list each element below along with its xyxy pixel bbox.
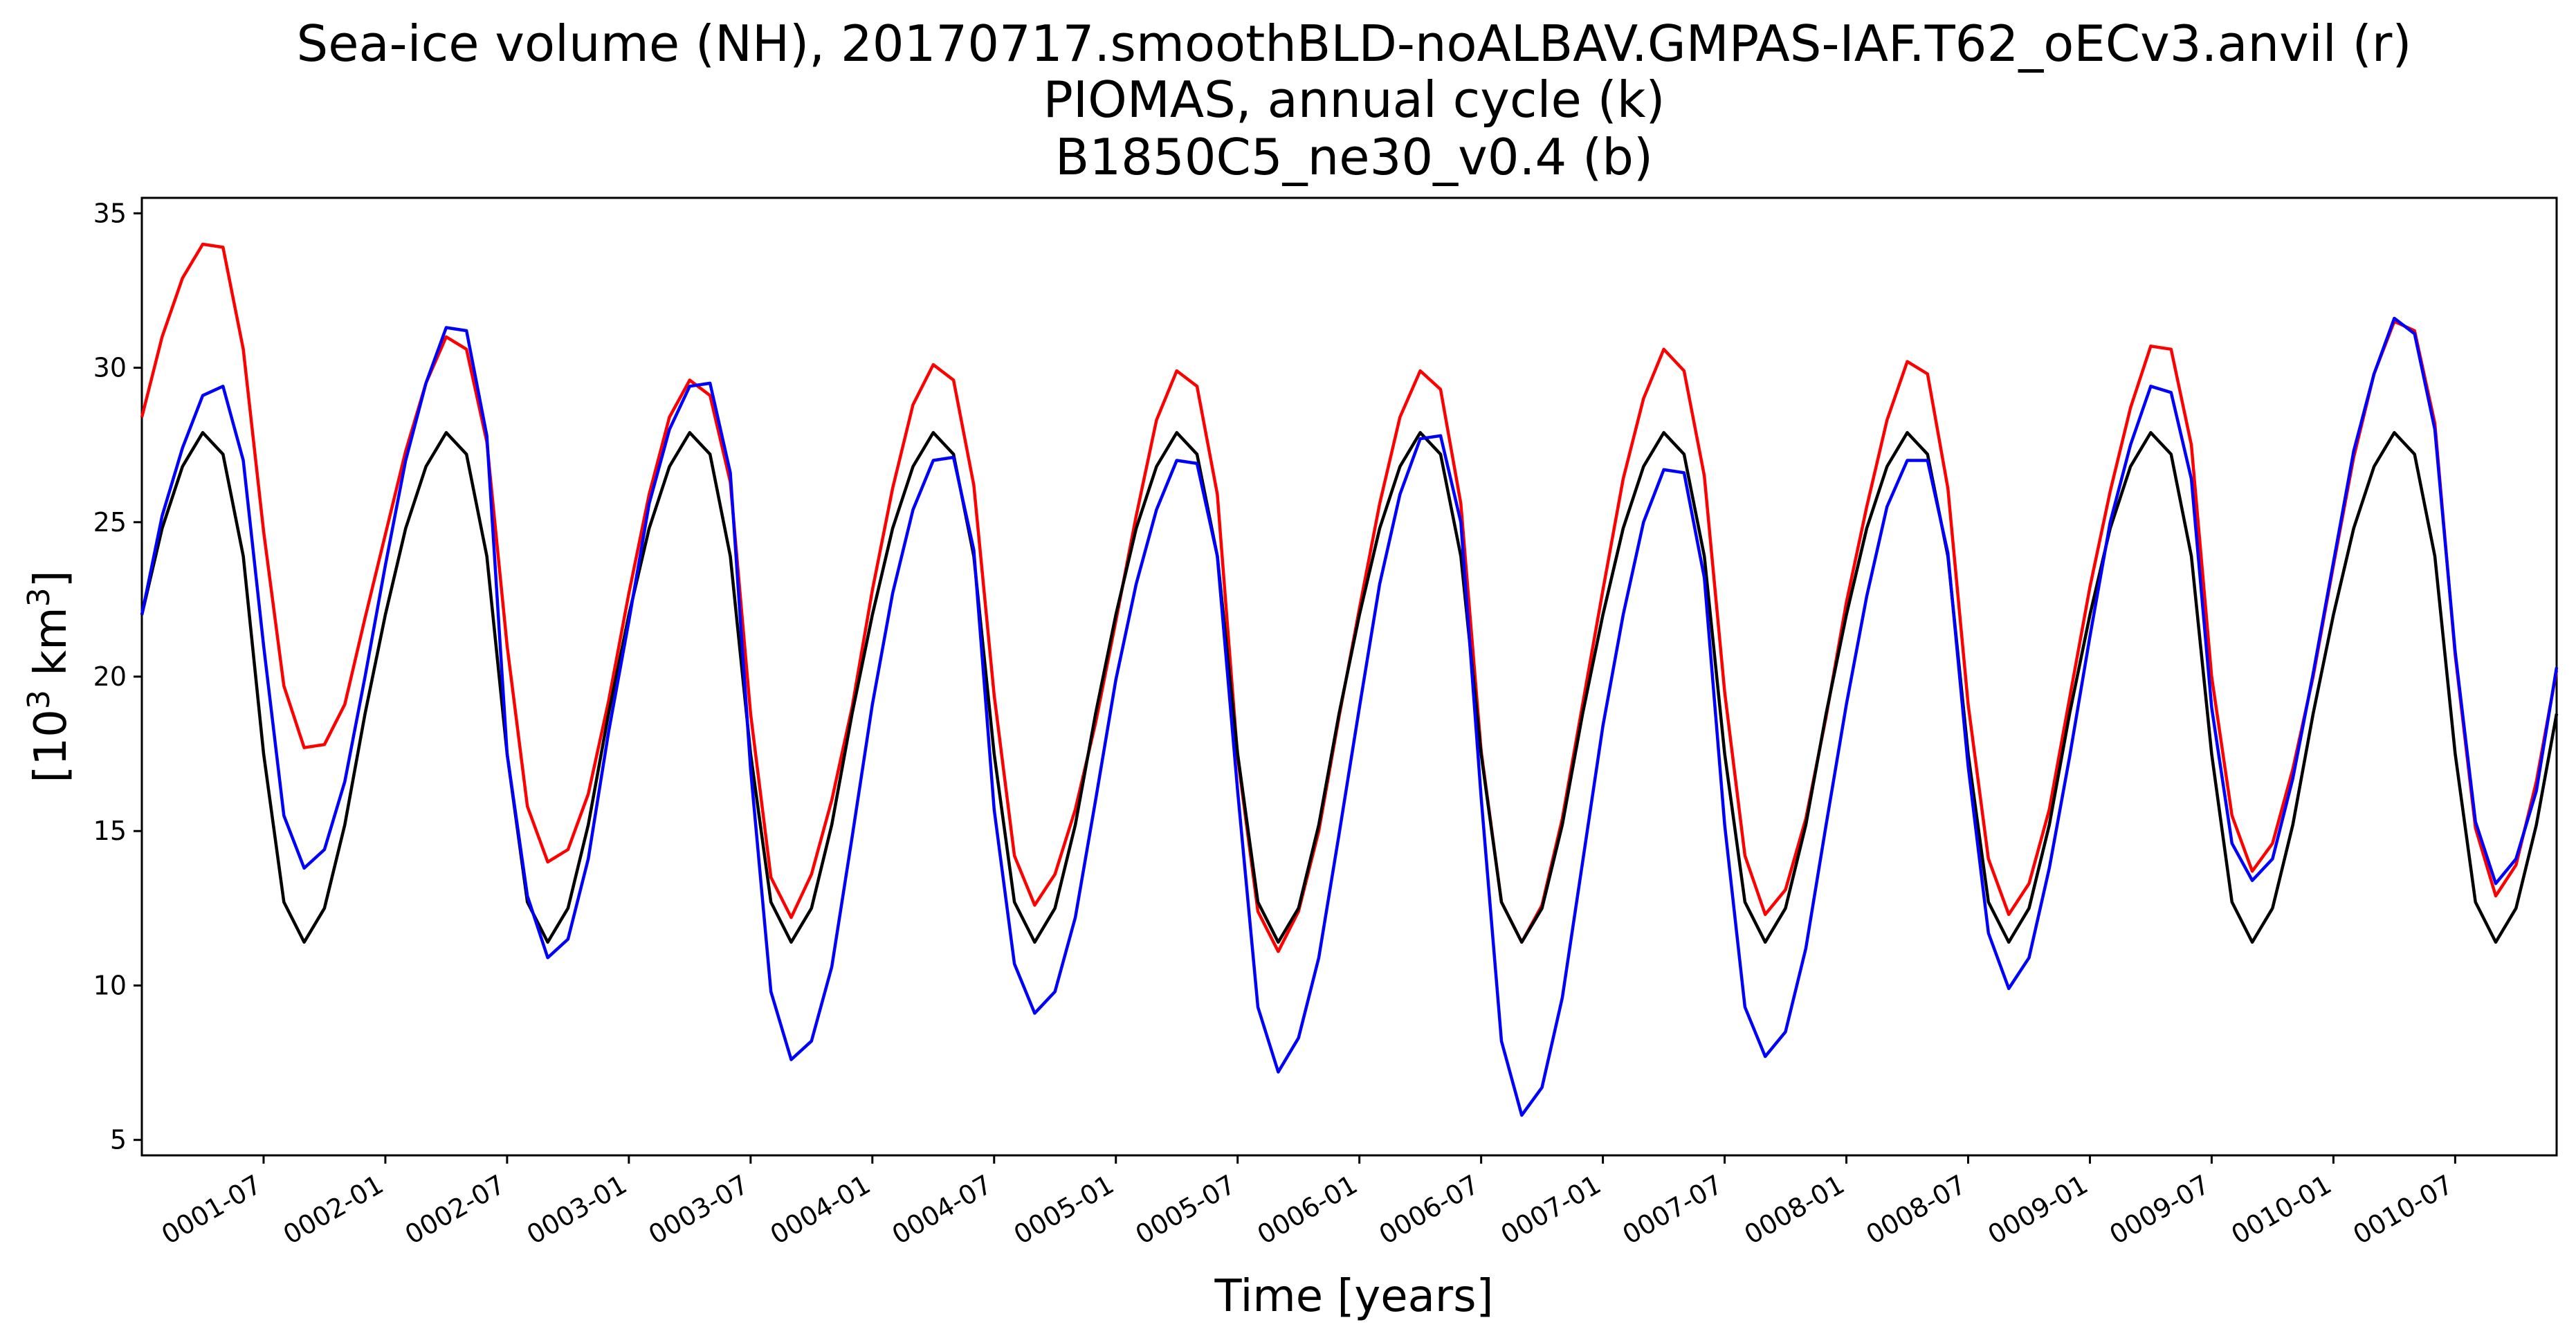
y-axis-label-unit: km [26, 607, 77, 690]
series-layer [140, 242, 2559, 1117]
y-tick-label: 15 [93, 816, 127, 846]
y-tick-label: 20 [93, 661, 127, 692]
title-line-2: PIOMAS, annual cycle (k) [1043, 71, 1665, 129]
y-axis-label-exponent: 3 [21, 690, 57, 709]
title-line-3: B1850C5_ne30_v0.4 (b) [1055, 128, 1653, 186]
y-tick-label: 5 [110, 1125, 127, 1155]
y-tick-label: 10 [93, 970, 127, 1000]
y-axis-label: [103 km3] [21, 570, 77, 782]
x-axis-label: Time [years] [1214, 1271, 1493, 1322]
y-axis: 5 10 15 20 25 30 35 [93, 198, 142, 1155]
y-axis-label-part: [10 [26, 709, 77, 782]
title-line-1: Sea-ice volume (NH), 20170717.smoothBLD-… [297, 15, 2412, 73]
series-line-2 [140, 431, 2559, 944]
y-tick-label: 35 [93, 198, 127, 228]
y-tick-label: 30 [93, 353, 127, 383]
series-line-3 [140, 316, 2559, 1117]
y-axis-label-end: ] [26, 570, 77, 587]
y-tick-label: 25 [93, 507, 127, 538]
chart-title: Sea-ice volume (NH), 20170717.smoothBLD-… [297, 15, 2412, 186]
y-axis-label-unit-exponent: 3 [21, 587, 57, 607]
